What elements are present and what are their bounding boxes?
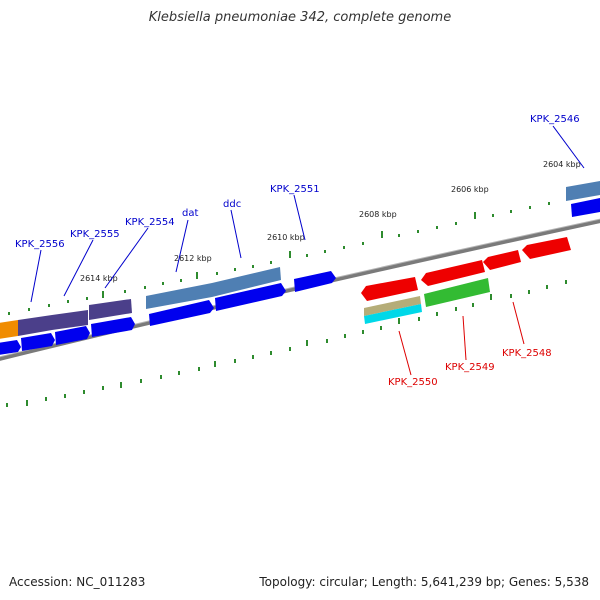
reverse-leader-lines <box>398 301 525 376</box>
gene-label[interactable]: KPK_2548 <box>502 348 552 359</box>
gene-arrow-2548a[interactable] <box>483 250 521 270</box>
scale-label: 2610 kbp <box>267 233 305 242</box>
gene-arrow-7[interactable] <box>294 271 336 292</box>
scale-label: 2604 kbp <box>543 160 581 169</box>
gene-arrow-2550[interactable] <box>361 277 418 301</box>
cds-cyan[interactable] <box>364 304 422 324</box>
gene-label[interactable]: KPK_2546 <box>530 114 580 125</box>
cds-purple-1[interactable] <box>18 315 52 336</box>
gene-arrow-5[interactable] <box>149 300 214 326</box>
reverse-gene-labels: KPK_2548 KPK_2549 KPK_2550 <box>388 348 552 388</box>
gene-label[interactable]: KPK_2551 <box>270 184 320 195</box>
gene-arrow-3[interactable] <box>55 326 90 345</box>
genome-summary-text: Topology: circular; Length: 5,641,239 bp… <box>259 575 589 589</box>
scale-labels: 2604 kbp 2606 kbp 2608 kbp 2610 kbp 2612… <box>80 160 581 283</box>
gene-arrow-1[interactable] <box>0 340 21 355</box>
gene-arrow-2548b[interactable] <box>522 237 571 259</box>
reverse-cds-band <box>364 278 490 324</box>
cds-green[interactable] <box>424 278 490 307</box>
forward-gene-band <box>0 198 600 355</box>
forward-leader-lines <box>30 125 585 303</box>
gene-label[interactable]: ddc <box>223 199 241 210</box>
cds-khaki[interactable] <box>364 296 421 316</box>
cds-steel-dat[interactable] <box>146 283 212 309</box>
gene-arrow-4[interactable] <box>91 317 135 337</box>
gene-label[interactable]: dat <box>182 208 198 219</box>
upper-tick-ring <box>8 192 568 315</box>
scale-label: 2606 kbp <box>451 185 489 194</box>
gene-arrow-6[interactable] <box>215 283 286 311</box>
gene-arrow-2[interactable] <box>21 333 55 351</box>
forward-cds-band <box>0 181 600 339</box>
gene-arrow-2549[interactable] <box>421 260 485 286</box>
forward-gene-labels: KPK_2546 KPK_2551 ddc dat KPK_2554 KPK_2… <box>15 114 580 250</box>
cds-orange[interactable] <box>0 320 18 339</box>
cds-steel-2546[interactable] <box>566 181 600 201</box>
scale-label: 2614 kbp <box>80 274 118 283</box>
gene-label[interactable]: KPK_2556 <box>15 239 65 250</box>
cds-steel-ddc[interactable] <box>212 267 281 297</box>
scale-label: 2612 kbp <box>174 254 212 263</box>
scale-label: 2608 kbp <box>359 210 397 219</box>
gene-arrow-8[interactable] <box>571 198 600 217</box>
reverse-gene-band <box>361 237 571 301</box>
map-title: Klebsiella pneumoniae 342, complete geno… <box>148 10 452 25</box>
gene-label[interactable]: KPK_2554 <box>125 217 175 228</box>
gene-label[interactable]: KPK_2555 <box>70 229 120 240</box>
accession-text: Accession: NC_011283 <box>9 575 146 589</box>
cds-purple-2[interactable] <box>52 310 88 330</box>
gene-label[interactable]: KPK_2549 <box>445 362 495 373</box>
lower-tick-ring <box>6 280 567 407</box>
cds-purple-3[interactable] <box>89 299 132 320</box>
gene-label[interactable]: KPK_2550 <box>388 377 438 388</box>
